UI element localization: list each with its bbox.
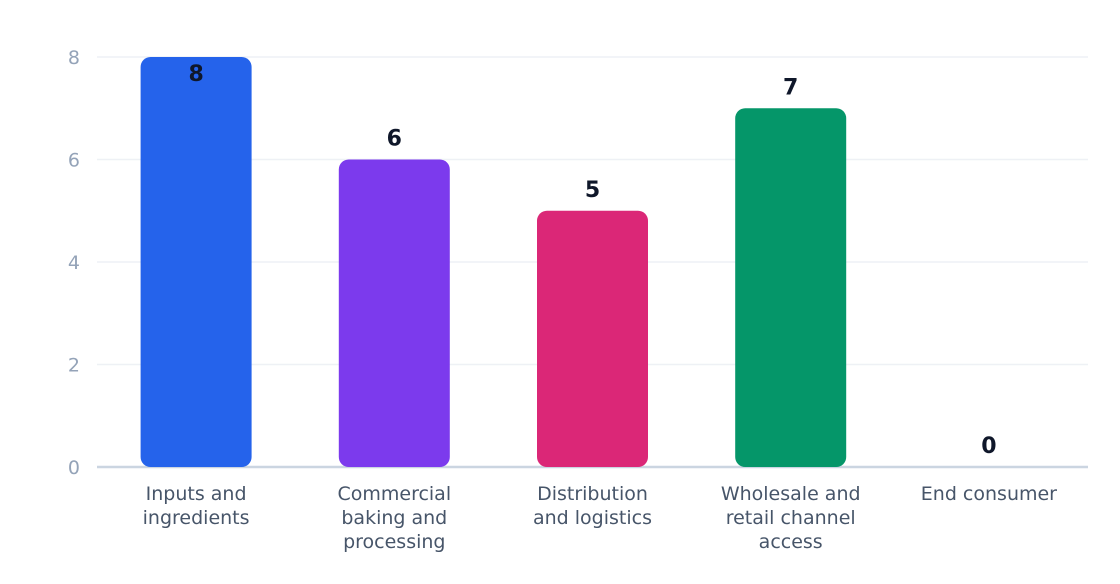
data-label: 0 [981,434,996,459]
x-tick-label: End consumer [921,483,1057,505]
y-tick-label: 4 [68,252,80,274]
x-tick-label: Inputs and ingredients [143,483,250,529]
y-tick-label: 0 [68,457,80,479]
bar [735,108,847,467]
y-tick-label: 6 [68,150,80,172]
y-tick-label: 2 [68,355,80,377]
data-label: 5 [585,178,600,203]
data-labels: 8 6 5 7 0 [188,62,996,459]
x-tick-label: Wholesale and retail channel access [721,483,861,553]
y-axis-ticks: 0 2 4 6 8 [68,47,80,479]
data-label: 8 [188,62,203,87]
bar [338,159,450,467]
bars [140,57,847,467]
bar [140,57,252,467]
data-label: 6 [387,127,402,152]
x-tick-label: Distribution and logistics [533,483,652,529]
y-tick-label: 8 [68,47,80,69]
x-axis-ticks: Inputs and ingredients Commercial baking an… [143,483,1058,553]
data-label: 7 [783,75,798,100]
x-tick-label: Commercial baking and processing [337,483,451,553]
bar [537,210,648,467]
